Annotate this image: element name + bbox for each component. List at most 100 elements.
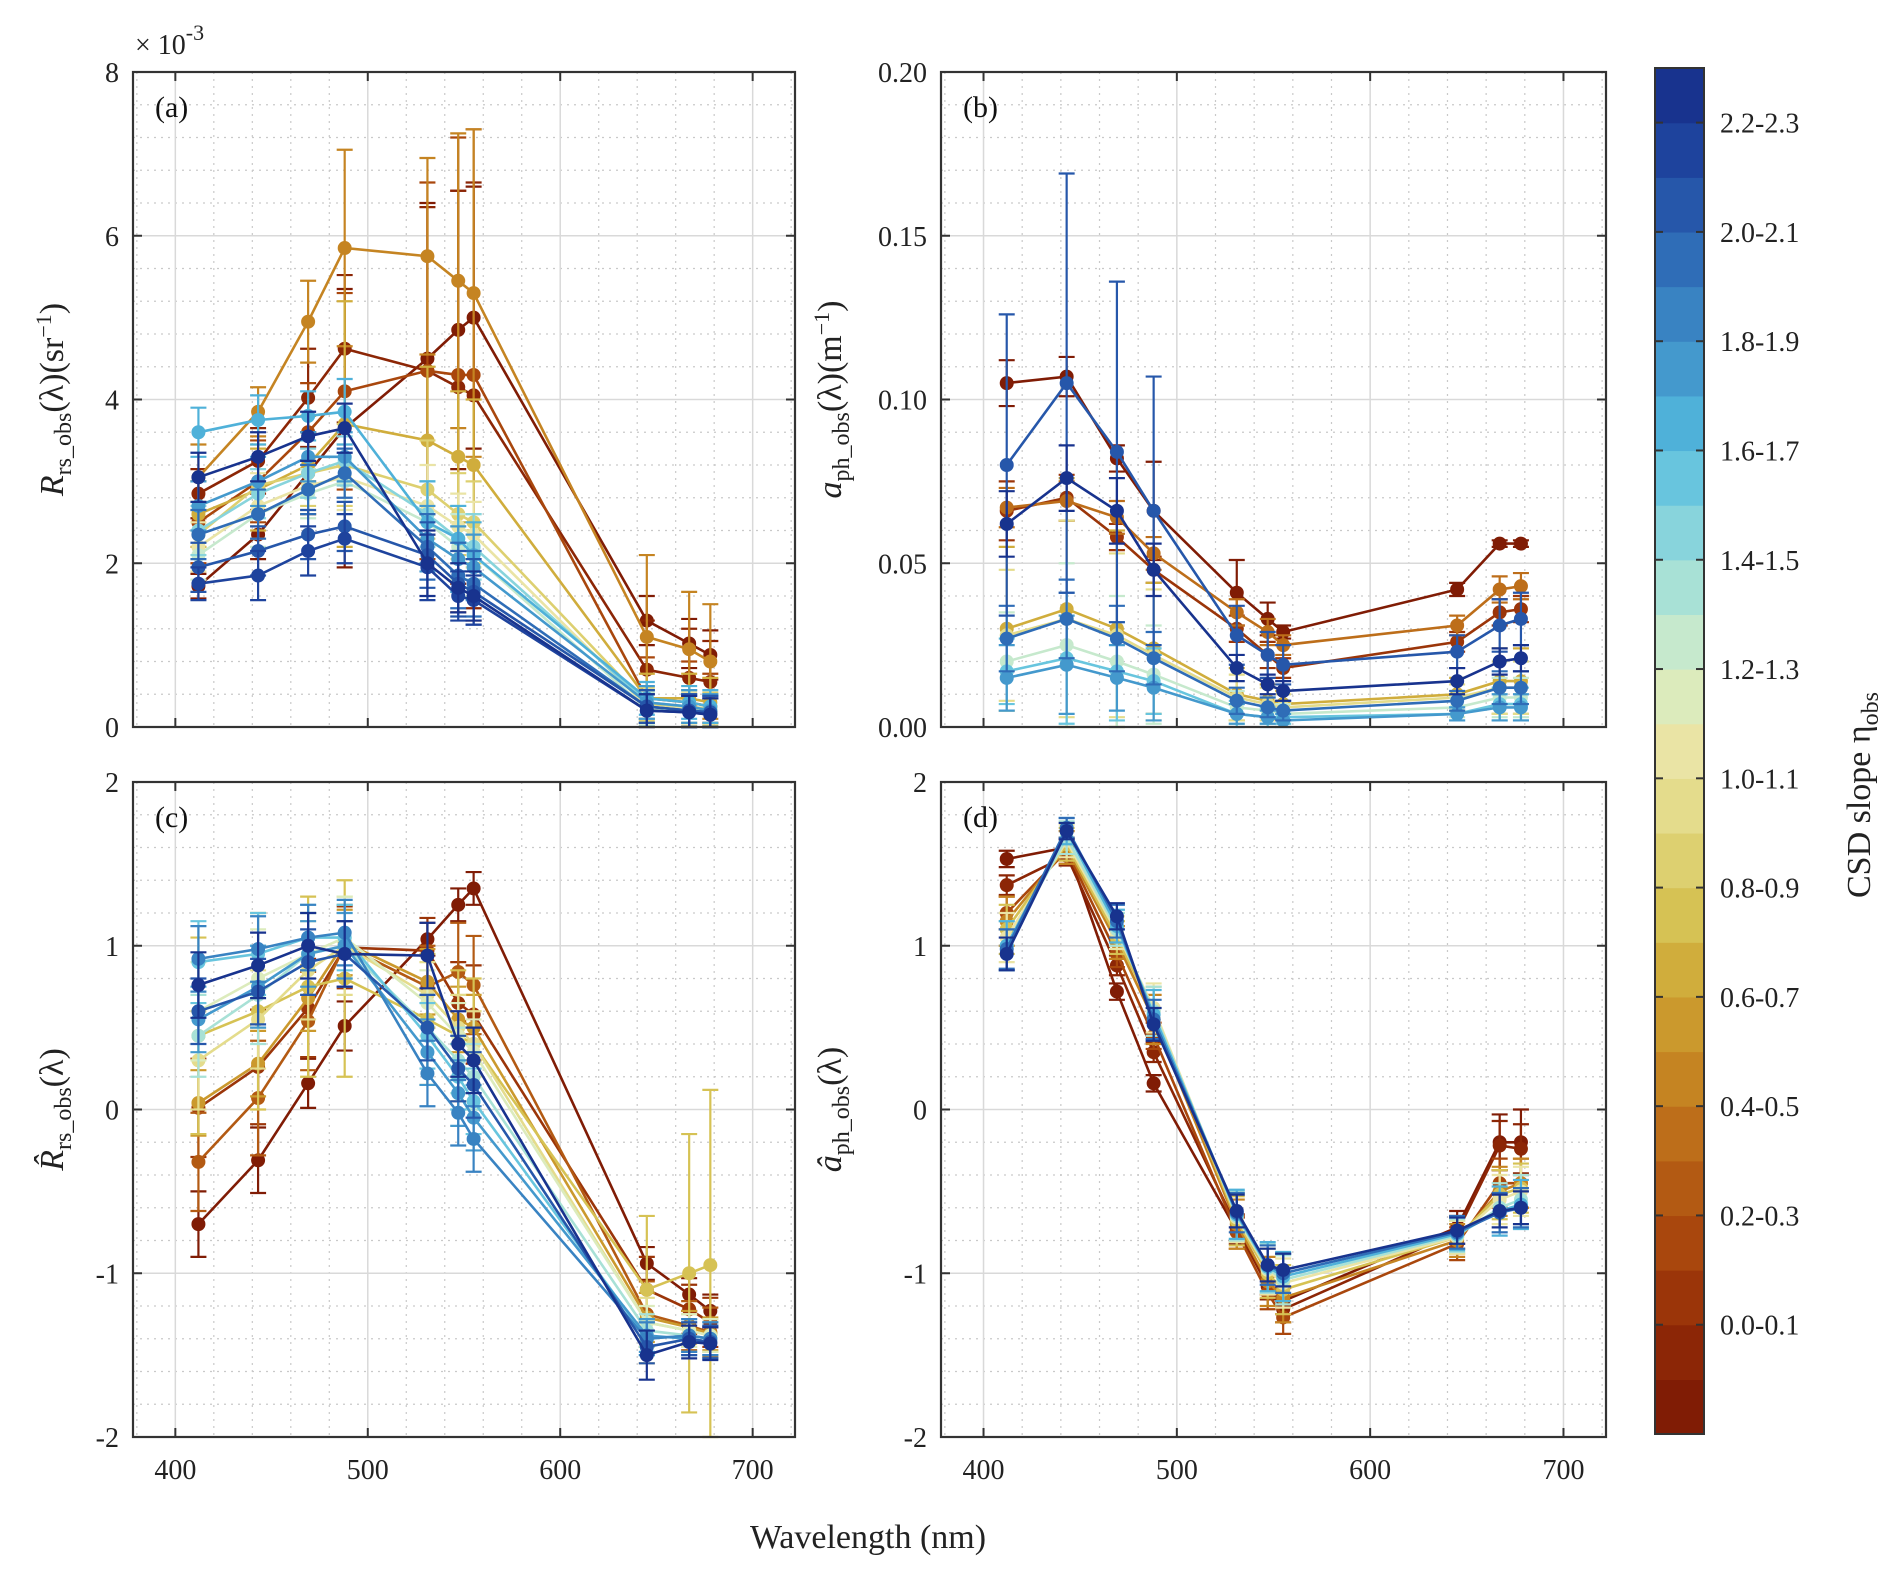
y-tick-label: 2 bbox=[105, 768, 119, 799]
colorbar-segment bbox=[1655, 832, 1704, 889]
panel-letter: (c) bbox=[155, 801, 188, 834]
data-point bbox=[1146, 651, 1161, 666]
data-point bbox=[1109, 631, 1124, 646]
panel-b: 0.00 0.05 0.10 0.15 0.20 (b) aph_obs(λ)(m−1) bbox=[809, 58, 1608, 744]
data-point bbox=[1059, 471, 1074, 486]
series-line bbox=[198, 410, 711, 708]
series-line bbox=[197, 886, 712, 1312]
series-line bbox=[197, 944, 711, 1341]
colorbar-segment bbox=[1655, 778, 1704, 834]
data-point bbox=[682, 1335, 697, 1350]
series-line bbox=[198, 525, 711, 714]
colorbar-segment bbox=[1655, 68, 1704, 124]
colorbar-tick-label: 2.0-2.1 bbox=[1720, 218, 1799, 249]
colorbar-segment bbox=[1655, 996, 1704, 1053]
colorbar-segment bbox=[1655, 505, 1704, 561]
data-point bbox=[999, 670, 1014, 685]
data-point bbox=[301, 482, 316, 497]
data-point bbox=[1260, 1258, 1275, 1273]
data-point bbox=[451, 897, 466, 912]
series-line bbox=[197, 944, 711, 1334]
data-point bbox=[1229, 693, 1244, 708]
data-point bbox=[1146, 1017, 1161, 1032]
data-point bbox=[1513, 536, 1528, 551]
y-axis-title-sup: −1 bbox=[809, 312, 834, 335]
y-axis-title-sup: −1 bbox=[31, 314, 56, 337]
data-point bbox=[1109, 503, 1124, 518]
y-tick-label: 0 bbox=[105, 1096, 119, 1127]
colorbar-frame bbox=[1654, 67, 1705, 1435]
data-point bbox=[466, 589, 481, 603]
colorbar-tick-label: 0.2-0.3 bbox=[1720, 1201, 1799, 1232]
data-point bbox=[682, 705, 697, 720]
series-line bbox=[1006, 617, 1521, 712]
colorbar-segment bbox=[1655, 1379, 1704, 1435]
y-axis-title-tail: (λ) bbox=[34, 1048, 71, 1087]
data-point bbox=[999, 878, 1014, 893]
y-tick-label: 2 bbox=[105, 549, 119, 580]
data-point bbox=[1059, 657, 1074, 672]
data-point bbox=[1513, 579, 1528, 594]
colorbar-segment bbox=[1655, 177, 1704, 233]
colorbar-tick-label: 1.2-1.3 bbox=[1720, 655, 1799, 686]
data-point bbox=[1450, 582, 1465, 597]
data-point bbox=[191, 425, 206, 440]
data-point bbox=[639, 1282, 654, 1297]
colorbar-tick-label: 1.6-1.7 bbox=[1720, 436, 1799, 467]
x-tick-label: 700 bbox=[732, 1455, 774, 1486]
data-point bbox=[191, 1217, 206, 1232]
series-2 bbox=[998, 480, 1529, 657]
x-axis-title: Wavelength (nm) bbox=[750, 1519, 986, 1556]
colorbar-segment bbox=[1655, 723, 1704, 779]
colorbar-tick-label: 0.4-0.5 bbox=[1720, 1092, 1799, 1123]
series-line bbox=[197, 347, 711, 684]
data-point bbox=[451, 580, 466, 595]
series-5 bbox=[190, 895, 719, 1353]
data-point bbox=[420, 1066, 435, 1081]
data-point bbox=[639, 629, 654, 644]
series-0 bbox=[190, 185, 719, 681]
series-line bbox=[197, 936, 711, 1337]
series-10 bbox=[998, 444, 1529, 702]
series-line bbox=[198, 931, 711, 1341]
y-axis-title: Rrs_obs(λ)(sr−1) bbox=[31, 303, 77, 497]
colorbar-segment bbox=[1655, 1215, 1704, 1271]
series-0 bbox=[190, 870, 719, 1329]
y-multiplier-exp: -3 bbox=[186, 20, 204, 45]
data-point bbox=[337, 531, 352, 546]
data-point bbox=[466, 1131, 481, 1146]
series-line bbox=[197, 946, 711, 1324]
x-tick-label: 500 bbox=[1156, 1455, 1198, 1486]
colorbar-segment bbox=[1655, 1270, 1704, 1326]
y-multiplier-base: × 10 bbox=[135, 30, 186, 61]
data-point bbox=[301, 543, 316, 558]
y-tick-label: 0.05 bbox=[878, 549, 927, 580]
data-point bbox=[1276, 657, 1291, 672]
data-point bbox=[337, 466, 352, 481]
y-axis-title-sub: ph_obs bbox=[829, 412, 855, 481]
series-9 bbox=[998, 172, 1529, 686]
data-point bbox=[682, 642, 697, 657]
y-tick-label: 8 bbox=[105, 58, 119, 89]
series-line bbox=[197, 455, 711, 712]
colorbar-segment bbox=[1655, 614, 1704, 670]
series-line bbox=[1006, 375, 1521, 634]
y-axis-title-close: ) bbox=[34, 303, 71, 314]
data-point bbox=[1492, 680, 1507, 695]
data-point bbox=[337, 241, 352, 256]
data-point bbox=[251, 449, 266, 464]
series-line bbox=[197, 426, 711, 716]
data-point bbox=[1450, 1223, 1465, 1238]
colorbar-tick-label: 0.6-0.7 bbox=[1720, 983, 1799, 1014]
data-point bbox=[1229, 628, 1244, 643]
x-tick-label: 400 bbox=[154, 1455, 196, 1486]
data-point bbox=[451, 1105, 466, 1120]
data-point bbox=[466, 286, 481, 301]
y-axis-title-close: ) bbox=[812, 301, 849, 312]
data-point bbox=[301, 429, 316, 444]
data-point bbox=[639, 1348, 654, 1363]
colorbar-segment bbox=[1655, 450, 1704, 506]
series-line bbox=[197, 422, 711, 704]
data-point bbox=[1146, 562, 1161, 577]
data-point bbox=[420, 556, 435, 571]
